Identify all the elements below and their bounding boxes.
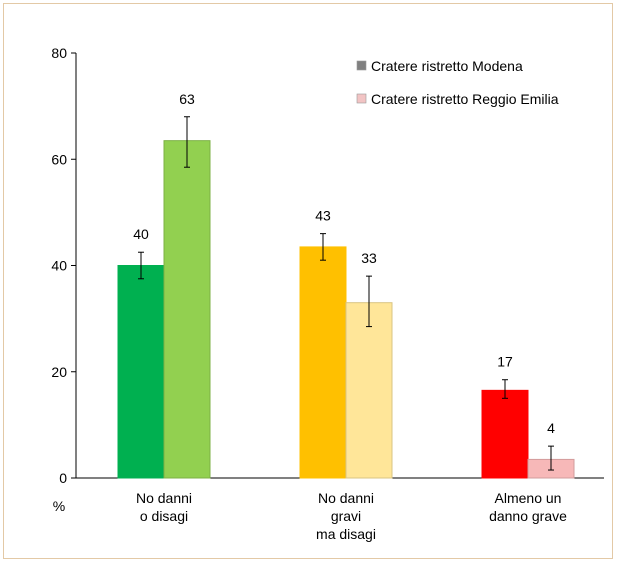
data-label: 40 bbox=[133, 226, 149, 242]
legend-entry: Cratere ristretto Reggio Emilia bbox=[371, 91, 559, 107]
data-label: 63 bbox=[179, 91, 195, 107]
bar-modena-2 bbox=[299, 246, 347, 479]
bar-modena-1 bbox=[117, 265, 165, 479]
category-label: No danni bbox=[318, 490, 374, 506]
legend-entry: Cratere ristretto Modena bbox=[371, 58, 523, 74]
legend: Cratere ristretto Modena Cratere ristrett… bbox=[356, 58, 559, 107]
category-label: gravi bbox=[331, 508, 361, 524]
bar-reggio-emilia-1 bbox=[163, 140, 211, 479]
y-axis-unit-label: % bbox=[53, 498, 65, 514]
data-label: 43 bbox=[315, 208, 331, 224]
category-label: danno grave bbox=[489, 508, 567, 524]
category-label: Almeno un bbox=[495, 490, 562, 506]
chart-frame: 0 20 40 60 80% 40 63 No danni o disagi 43 33 No da… bbox=[3, 3, 613, 559]
y-tick-label: 0 bbox=[59, 470, 67, 486]
category-label: ma disagi bbox=[316, 526, 376, 542]
legend-swatch bbox=[356, 93, 367, 104]
data-label: 4 bbox=[547, 420, 555, 436]
bar-chart: 0 20 40 60 80% 40 63 No danni o disagi 43 33 No da… bbox=[51, 45, 604, 542]
bars-layer bbox=[117, 116, 575, 479]
y-tick-label: 80 bbox=[51, 45, 67, 61]
bar-modena-3 bbox=[481, 389, 529, 479]
data-label: 17 bbox=[497, 354, 513, 370]
category-label: No danni bbox=[136, 490, 192, 506]
category-label: o disagi bbox=[140, 508, 188, 524]
y-tick-label: 40 bbox=[51, 258, 67, 274]
data-label: 33 bbox=[361, 250, 377, 266]
legend-swatch bbox=[356, 60, 367, 71]
bar-reggio-emilia-2 bbox=[345, 302, 393, 479]
labels-layer: 40 63 No danni o disagi 43 33 No danni gravi ma … bbox=[133, 91, 567, 542]
y-tick-label: 20 bbox=[51, 364, 67, 380]
y-tick-label: 60 bbox=[51, 151, 67, 167]
